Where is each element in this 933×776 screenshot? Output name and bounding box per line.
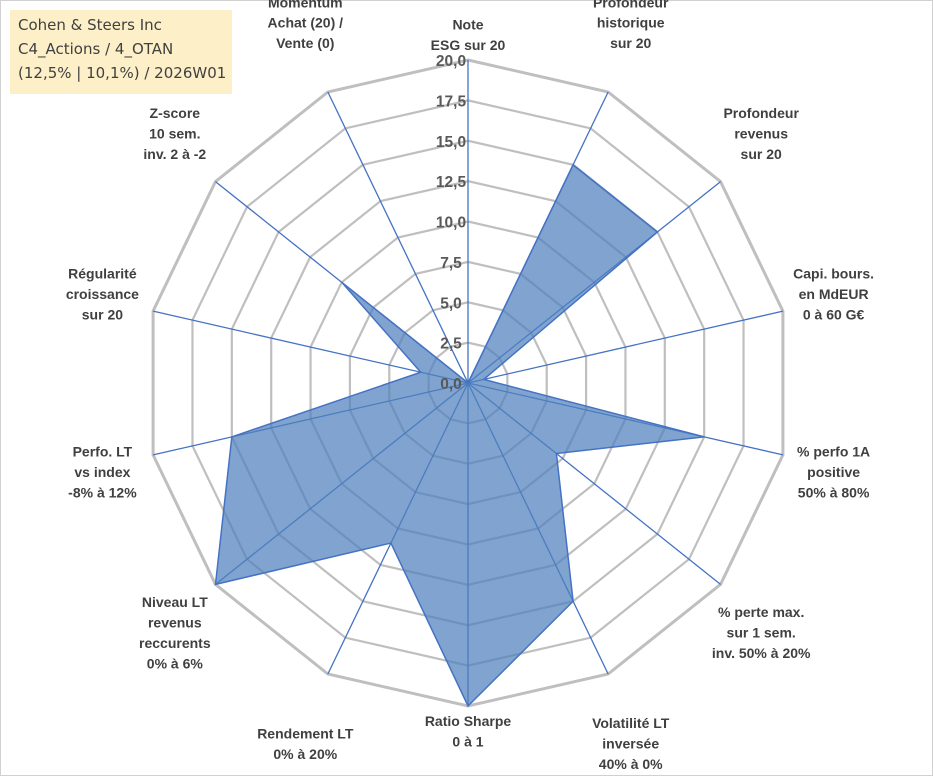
axis-label-11: Régularité croissance sur 20 bbox=[66, 266, 139, 323]
tick-layer: 0,0 2,5 5,0 7,5 10,0 12,5 15,0 17,5 20,0 bbox=[436, 53, 467, 393]
axis-label-6: Volatilité LT inversée 40% à 0% bbox=[592, 715, 670, 772]
axis-label-layer: Note ESG sur 20 Profondeur historique sur 20… bbox=[66, 0, 874, 772]
axis-label-12: Z-score 10 sem. inv. 2 à -2 bbox=[143, 105, 206, 162]
axis-label-0: Note ESG sur 20 bbox=[431, 17, 506, 54]
series-area bbox=[214, 163, 705, 708]
axis-label-9: Niveau LT revenus reccurents 0% à 6% bbox=[139, 594, 211, 672]
series-layer bbox=[214, 163, 705, 708]
company-name: Cohen & Steers Inc bbox=[18, 16, 162, 34]
tick-label-8: 20,0 bbox=[436, 53, 466, 70]
tick-label-6: 15,0 bbox=[436, 134, 466, 151]
tick-label-4: 10,0 bbox=[436, 215, 466, 232]
axis-label-2: Profondeur revenus sur 20 bbox=[723, 105, 799, 162]
tick-label-1: 2,5 bbox=[440, 336, 462, 353]
axis-label-4: % perfo 1A positive 50% à 80% bbox=[797, 444, 870, 501]
axis-label-10: Perfo. LT vs index -8% à 12% bbox=[68, 444, 137, 501]
axis-label-1: Profondeur historique sur 20 bbox=[593, 0, 669, 51]
tick-label-3: 7,5 bbox=[440, 255, 462, 272]
axis-spoke-3 bbox=[467, 310, 784, 384]
axis-label-3: Capi. bours. en MdEUR 0 à 60 G€ bbox=[793, 266, 874, 323]
axis-spoke-11 bbox=[152, 310, 469, 384]
info-box: Cohen & Steers Inc C4_Actions / 4_OTAN (… bbox=[10, 10, 232, 94]
category-line: C4_Actions / 4_OTAN bbox=[18, 40, 174, 58]
axis-label-7: Ratio Sharpe 0 à 1 bbox=[425, 713, 512, 750]
tick-label-2: 5,0 bbox=[440, 295, 462, 312]
axis-spoke-13 bbox=[327, 91, 469, 384]
axis-label-13: Momentum Achat (20) / Vente (0) bbox=[268, 0, 344, 51]
axis-label-8: Rendement LT 0% à 20% bbox=[257, 725, 354, 762]
tick-label-5: 12,5 bbox=[436, 174, 467, 191]
axis-label-5: % perte max. sur 1 sem. inv. 50% à 20% bbox=[712, 604, 811, 661]
rate-period-line: (12,5% | 10,1%) / 2026W01 bbox=[18, 64, 227, 82]
tick-label-0: 0,0 bbox=[440, 376, 462, 393]
tick-label-7: 17,5 bbox=[436, 93, 467, 110]
